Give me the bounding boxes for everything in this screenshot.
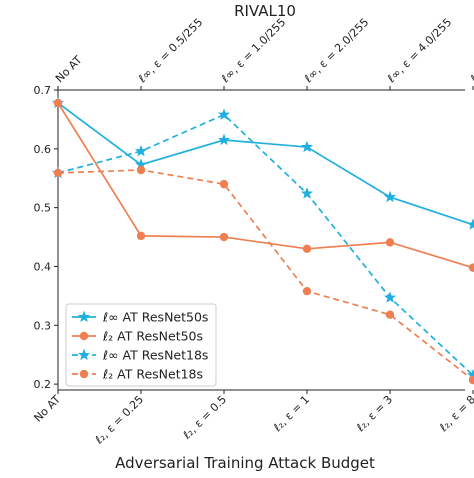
data-point	[385, 238, 395, 247]
top-x-tick-label: ℓ∞, ε = 0.5/255	[135, 16, 205, 86]
data-point	[53, 98, 63, 108]
data-point	[217, 133, 231, 146]
x-tick-label: ℓ₂, ε = 0.5	[180, 393, 229, 442]
x-tick-label: ℓ₂, ε = 1	[270, 393, 312, 435]
y-tick-label: 0.3	[34, 319, 52, 332]
data-point	[300, 140, 314, 153]
y-tick-label: 0.2	[34, 378, 52, 391]
data-point	[383, 291, 397, 303]
data-point	[136, 165, 146, 175]
y-tick-label: 0.6	[34, 143, 52, 156]
x-tick-label: ℓ₂, ε = 8	[436, 393, 474, 435]
data-point	[302, 244, 312, 254]
data-point	[468, 263, 474, 272]
series-line	[57, 102, 474, 269]
data-point	[300, 187, 314, 199]
series-line	[57, 113, 474, 376]
legend-swatch-marker	[79, 331, 89, 341]
data-point	[468, 375, 474, 385]
data-point	[383, 190, 397, 203]
data-point	[302, 286, 312, 296]
legend-label: ℓ₂ AT ResNet18s	[102, 367, 203, 382]
top-x-tick-label: ℓ∞, ε = 2.0/255	[301, 16, 371, 86]
legend-swatch-marker	[77, 310, 91, 323]
chart-title: RIVAL10	[234, 2, 296, 20]
legend-swatch-marker	[79, 369, 89, 379]
y-tick-label: 0.5	[34, 202, 52, 215]
series-2	[53, 98, 474, 272]
series-4	[53, 165, 474, 385]
y-tick-label: 0.7	[34, 84, 52, 97]
data-point	[385, 310, 395, 319]
data-point	[217, 108, 231, 120]
series-1	[51, 96, 474, 230]
plot-area: 0.20.30.40.50.60.7No AT ℓ₂, ε = 0.25 ℓ₂, ε…	[31, 16, 474, 447]
data-point	[53, 168, 63, 178]
legend-label: ℓ₂ AT ResNet50s	[102, 329, 203, 344]
series-line	[57, 102, 474, 226]
top-x-tick-label: ℓ∞, ε = 4.0/255	[384, 16, 454, 86]
data-point	[134, 144, 148, 157]
x-axis-title: Adversarial Training Attack Budget	[115, 454, 375, 472]
series-line	[57, 169, 474, 381]
legend-swatch-marker	[77, 348, 91, 361]
y-tick-label: 0.4	[34, 260, 52, 273]
x-tick-label: No AT	[31, 393, 63, 425]
legend: ℓ∞ AT ResNet50s ℓ₂ AT ResNet50s ℓ∞ AT ResN…	[65, 303, 217, 387]
legend-label: ℓ∞ AT ResNet18s	[102, 348, 208, 363]
legend-box	[65, 303, 217, 387]
top-x-tick-label: No AT	[53, 53, 85, 85]
top-x-tick-label: ℓ∞, ε = 1.0/255	[218, 16, 288, 86]
data-point	[136, 231, 146, 241]
top-x-tick-label: ℓ∞, ε = 8.0/255	[467, 16, 474, 86]
legend-label: ℓ∞ AT ResNet50s	[102, 310, 208, 325]
x-tick-label: ℓ₂, ε = 0.25	[92, 393, 146, 447]
data-point	[219, 232, 229, 242]
data-point	[219, 179, 229, 189]
data-point	[466, 218, 474, 230]
x-tick-label: ℓ₂, ε = 3	[353, 393, 395, 435]
